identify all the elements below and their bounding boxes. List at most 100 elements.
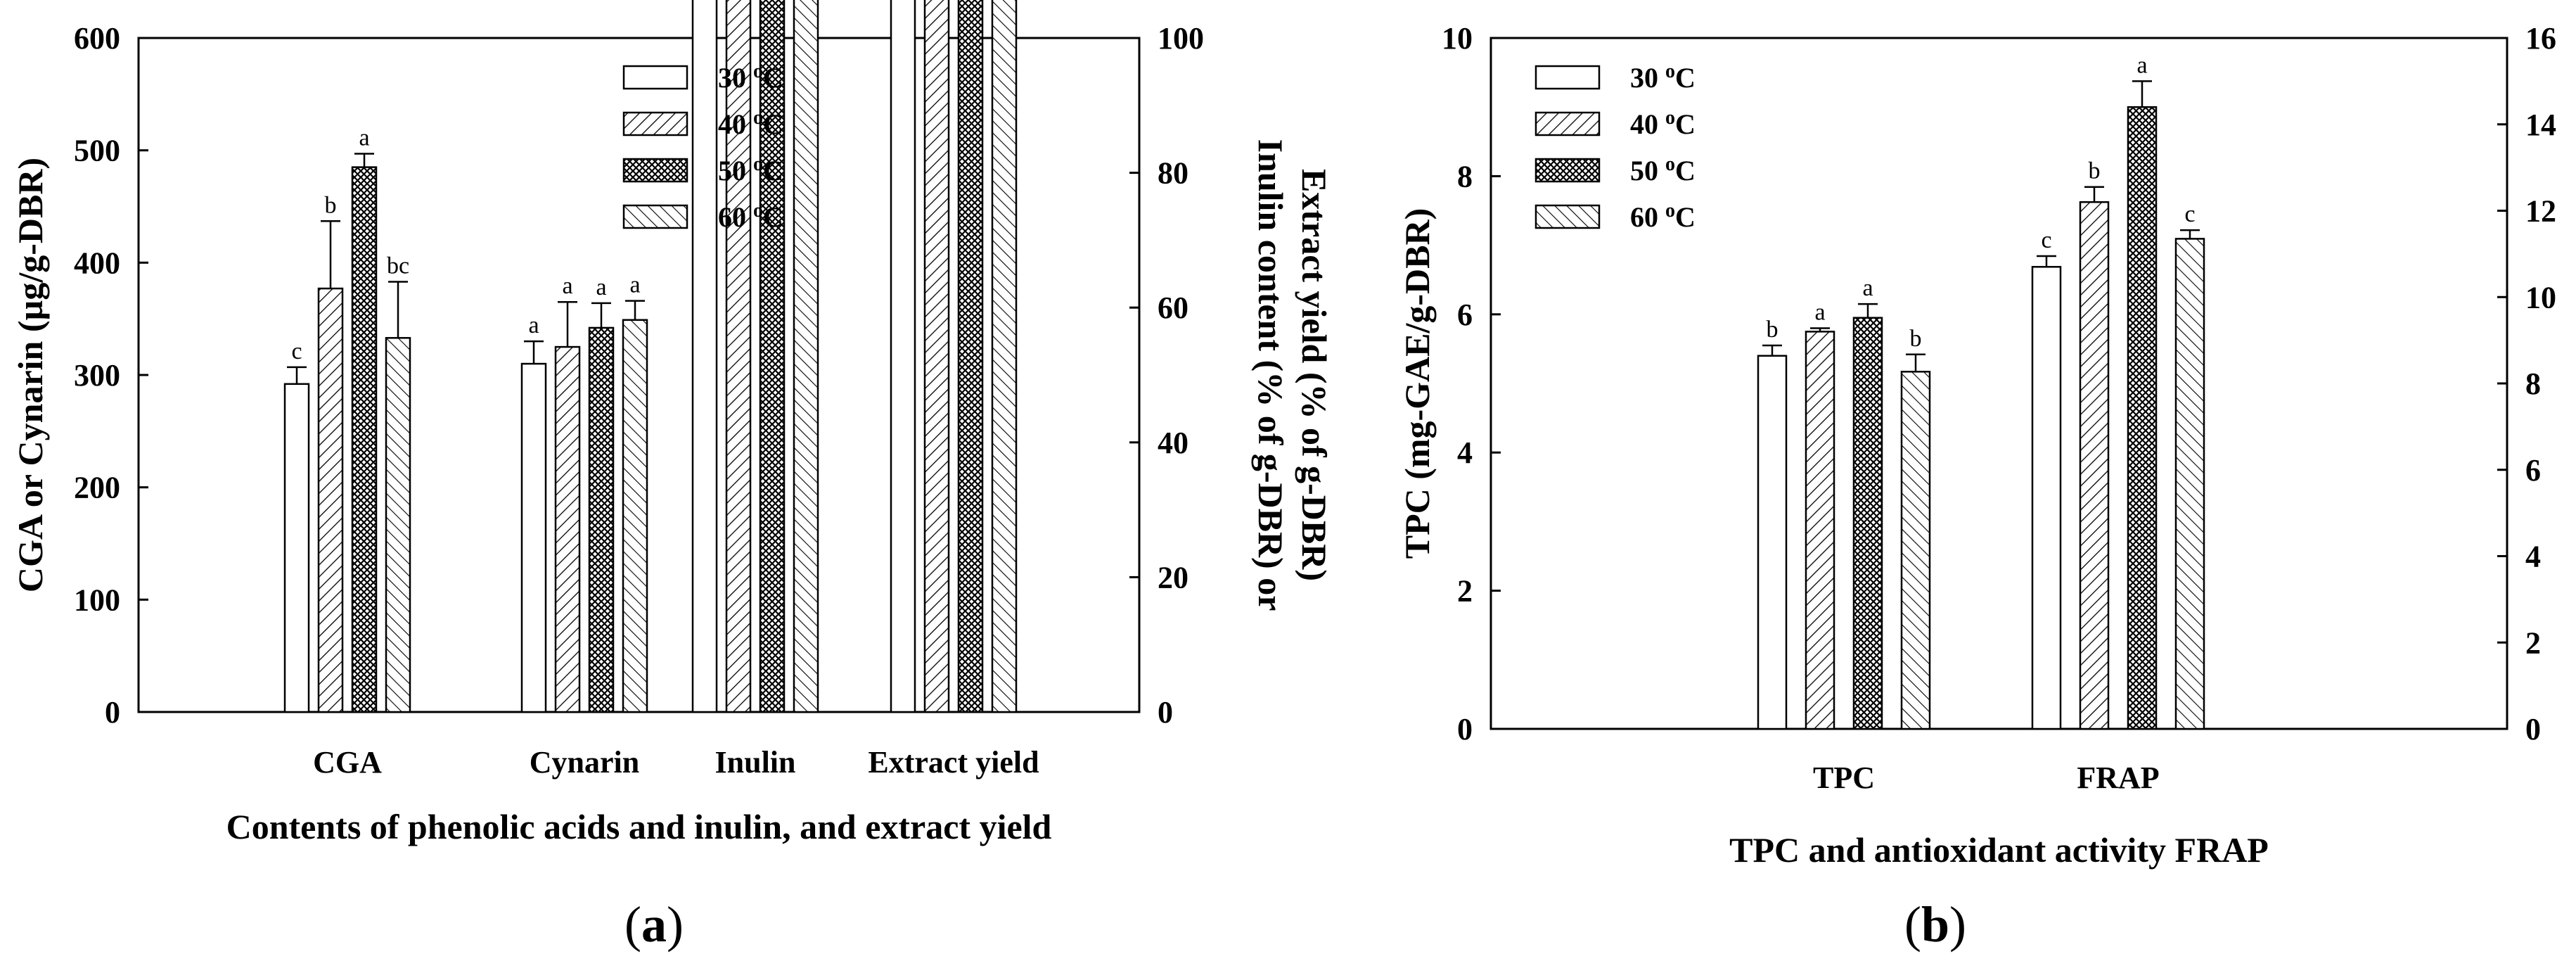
plot-frame-b [1489, 37, 2508, 730]
y-tick-label-b: 10 [1442, 21, 1473, 56]
significance-letter-b: a [1862, 275, 1873, 301]
category-label-a: Inulin [715, 745, 796, 780]
y-tick-label-a: 200 [74, 471, 120, 505]
y-right-tick-label-a: 80 [1158, 156, 1188, 191]
significance-letter-a: bc [387, 253, 409, 279]
y-tick-label-b: 2 [1457, 574, 1473, 609]
bar-a-50c [957, 0, 984, 713]
category-label-b: TPC [1813, 761, 1875, 795]
bar-a-40c [923, 0, 950, 713]
bar-a-60c [622, 319, 648, 713]
y-right-tick-label-a: 0 [1158, 695, 1173, 730]
y-tick-label-b: 8 [1457, 159, 1473, 193]
legend-swatch-a-30c [622, 65, 688, 90]
significance-letter-b: b [2089, 158, 2101, 184]
significance-letter-a: a [562, 273, 572, 299]
y-tick-label-a: 100 [74, 583, 120, 617]
legend-label-a-40c: 40 oC [718, 107, 783, 140]
caption-a-label: a [641, 896, 667, 953]
significance-letter-b: c [2184, 201, 2195, 227]
bar-a-40c [317, 287, 344, 713]
y-right-tick-label-a: 20 [1158, 560, 1188, 594]
chart-panel-a: 0 100 200 300 400 500 600 0 20 40 60 80 100 CGA or Cy… [11, 0, 1334, 846]
bar-b-30c [1757, 355, 1788, 730]
y-tick-label-a: 600 [74, 21, 120, 56]
bar-b-60c [1900, 371, 1931, 730]
legend-label-b-30c: 30 oC [1630, 61, 1696, 94]
bar-b-40c [2079, 201, 2110, 730]
legend-label-b-50c: 50 oC [1630, 153, 1696, 186]
bar-a-50c [351, 166, 378, 713]
significance-letter-a: c [291, 338, 302, 364]
bar-b-40c [1805, 331, 1835, 730]
y-right-tick-label-b: 14 [2525, 108, 2556, 142]
significance-letter-b: b [1910, 326, 1922, 352]
bar-a-60c [793, 0, 819, 713]
significance-letter-a: a [596, 274, 606, 300]
significance-letter-b: a [1814, 299, 1825, 325]
bar-a-30c [520, 362, 547, 713]
legend-label-a-50c: 50 oC [718, 153, 783, 186]
significance-letter-a: b [325, 192, 337, 218]
legend-swatch-a-50c [622, 158, 688, 183]
bar-b-50c [2127, 106, 2158, 730]
bar-a-60c [991, 0, 1018, 713]
y-tick-label-a: 500 [74, 134, 120, 168]
y-right-tick-label-b: 12 [2525, 194, 2556, 229]
y-right-tick-label-b: 2 [2525, 625, 2541, 660]
x-axis-label-b: TPC and antioxidant activity FRAP [1729, 830, 2269, 870]
legend-swatch-b-50c [1534, 158, 1601, 183]
y-right-axis-label-a-2: Extract yield (% of g-DBR) [1295, 169, 1334, 581]
legend-label-a-30c: 30 oC [718, 61, 783, 94]
y-tick-label-b: 6 [1457, 298, 1473, 332]
chart-panel-b: 0 2 4 6 8 10 0 2 4 6 8 10 12 14 16 TPC (mg-GAE/g-DBR) FR… [1397, 21, 2556, 870]
y-right-tick-label-a: 40 [1158, 426, 1188, 460]
legend-swatch-b-40c [1534, 111, 1601, 136]
bar-a-30c [691, 0, 718, 713]
y-right-axis-label-a-1: Inulin content (% of g-DBR) or [1251, 139, 1290, 611]
significance-letter-a: a [629, 272, 640, 298]
bar-b-30c [2031, 266, 2062, 730]
y-right-tick-label-b: 6 [2525, 453, 2541, 488]
significance-letter-b: a [2136, 52, 2147, 78]
caption-b-label: b [1921, 896, 1949, 953]
y-right-tick-label-a: 60 [1158, 291, 1188, 325]
category-label-a: Extract yield [868, 745, 1039, 780]
bar-b-50c [1852, 317, 1883, 730]
bar-a-30c [283, 383, 310, 713]
bar-b-60c [2174, 238, 2205, 730]
significance-letter-a: a [528, 312, 539, 338]
caption-b-close: ) [1949, 896, 1966, 953]
bar-a-40c [725, 0, 752, 713]
significance-letter-b: c [2041, 227, 2051, 253]
y-right-tick-label-b: 0 [2525, 712, 2541, 746]
y-axis-label-b: TPC (mg-GAE/g-DBR) [1397, 208, 1437, 559]
bar-a-40c [554, 345, 581, 713]
bar-a-50c [759, 0, 786, 713]
y-tick-label-a: 300 [74, 358, 120, 393]
y-tick-label-a: 0 [105, 695, 120, 730]
y-axis-label-a: CGA or Cynarin (µg/g-DBR) [11, 158, 50, 592]
caption-a-open: ( [624, 896, 641, 953]
category-label-b: FRAP [2077, 761, 2159, 795]
y-right-tick-label-a: 100 [1158, 21, 1204, 56]
legend-swatch-b-60c [1534, 204, 1601, 229]
legend-label-b-40c: 40 oC [1630, 107, 1696, 140]
significance-letter-b: b [1767, 317, 1779, 343]
legend-label-a-60c: 60 oC [718, 200, 783, 233]
legend-swatch-b-30c [1534, 65, 1601, 90]
y-tick-label-b: 0 [1457, 712, 1473, 746]
y-right-tick-label-b: 8 [2525, 367, 2541, 401]
bar-a-60c [385, 337, 411, 713]
category-label-a: Cynarin [530, 745, 639, 780]
caption-b: (b) [1904, 896, 1966, 953]
legend-label-b-60c: 60 oC [1630, 200, 1696, 233]
bar-a-30c [890, 0, 916, 713]
caption-b-open: ( [1904, 896, 1921, 953]
category-label-a: CGA [313, 745, 382, 780]
y-right-tick-label-b: 10 [2525, 280, 2556, 314]
y-tick-label-a: 400 [74, 246, 120, 280]
y-right-tick-label-b: 4 [2525, 540, 2541, 574]
caption-a: (a) [624, 896, 684, 953]
